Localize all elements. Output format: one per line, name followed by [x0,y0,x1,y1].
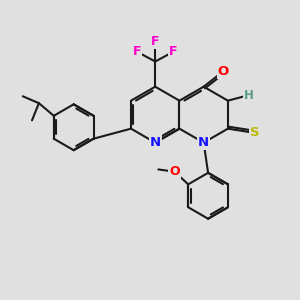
Text: F: F [151,35,160,48]
Text: O: O [218,65,229,78]
Text: H: H [244,88,254,102]
Text: S: S [250,126,259,139]
Text: O: O [169,165,180,178]
Text: F: F [133,45,141,58]
Text: N: N [198,136,209,149]
Text: N: N [150,136,161,149]
Text: F: F [169,45,178,58]
